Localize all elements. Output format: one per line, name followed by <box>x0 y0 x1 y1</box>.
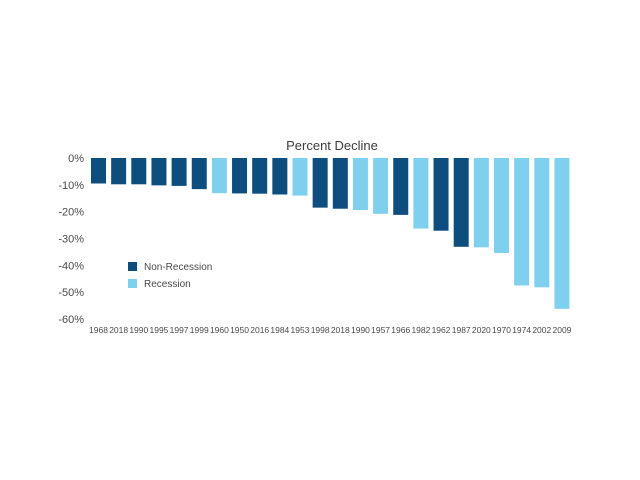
bar-1962 <box>433 158 449 231</box>
y-tick-label: 0% <box>68 153 84 165</box>
bar-1990 <box>352 158 368 211</box>
bar-1984 <box>272 158 288 195</box>
x-tick-label: 1953 <box>291 325 310 335</box>
legend-swatch-recession <box>128 279 137 288</box>
bar-2018 <box>332 158 348 209</box>
bar-1968 <box>91 158 106 184</box>
bar-1987 <box>453 158 469 247</box>
x-tick-label: 1990 <box>351 325 370 335</box>
x-tick-label: 1960 <box>210 325 229 335</box>
bar-2020 <box>473 158 489 248</box>
bar-1999 <box>191 158 207 190</box>
x-tick-label: 1974 <box>512 325 531 335</box>
bar-1974 <box>514 158 530 286</box>
x-axis-ticks: 1968 2018 1990 1995 1997 1999 1960 1950 2016 1984… <box>89 325 572 335</box>
x-tick-label: 2016 <box>250 325 269 335</box>
legend-label-non-recession: Non-Recession <box>144 262 212 273</box>
y-axis-ticks: 0% -10% -20% -30% -40% -50% -60% <box>58 153 84 326</box>
legend-swatch-non-recession <box>128 262 137 271</box>
x-tick-label: 1998 <box>311 325 330 335</box>
y-tick-label: -10% <box>58 180 84 192</box>
x-tick-label: 1966 <box>391 325 410 335</box>
x-tick-label: 1968 <box>89 325 108 335</box>
x-tick-label: 1997 <box>170 325 189 335</box>
bar-1953 <box>292 158 308 196</box>
chart-title: Percent Decline <box>286 138 378 153</box>
bar-1966 <box>393 158 409 215</box>
bar-2009 <box>554 158 570 309</box>
bar-1970 <box>494 158 509 253</box>
bar-1960 <box>211 158 227 194</box>
bar-1950 <box>232 158 248 194</box>
x-tick-label: 1995 <box>149 325 168 335</box>
bars <box>91 158 570 309</box>
bar-2018 <box>111 158 127 185</box>
bar-1957 <box>373 158 389 214</box>
x-tick-label: 2020 <box>472 325 491 335</box>
x-tick-label: 1984 <box>270 325 289 335</box>
bar-1995 <box>151 158 167 186</box>
legend: Non-Recession Recession <box>128 262 212 290</box>
x-tick-label: 1957 <box>371 325 390 335</box>
x-tick-label: 1950 <box>230 325 249 335</box>
x-tick-label: 1999 <box>190 325 209 335</box>
x-tick-label: 1970 <box>492 325 511 335</box>
legend-label-recession: Recession <box>144 279 191 290</box>
x-tick-label: 2018 <box>109 325 128 335</box>
x-tick-label: 1982 <box>411 325 430 335</box>
y-tick-label: -30% <box>58 234 84 246</box>
y-tick-label: -20% <box>58 207 84 219</box>
bar-2016 <box>252 158 268 194</box>
bar-1990 <box>131 158 147 185</box>
bar-2002 <box>534 158 550 288</box>
y-tick-label: -50% <box>58 287 84 299</box>
bar-1997 <box>171 158 187 186</box>
x-tick-label: 1987 <box>452 325 471 335</box>
y-tick-label: -40% <box>58 260 84 272</box>
x-tick-label: 2009 <box>552 325 571 335</box>
bar-1982 <box>413 158 429 229</box>
x-tick-label: 1990 <box>129 325 148 335</box>
x-tick-label: 1962 <box>432 325 451 335</box>
bar-1998 <box>312 158 328 208</box>
x-tick-label: 2002 <box>532 325 551 335</box>
y-tick-label: -60% <box>58 314 84 326</box>
x-tick-label: 2018 <box>331 325 350 335</box>
